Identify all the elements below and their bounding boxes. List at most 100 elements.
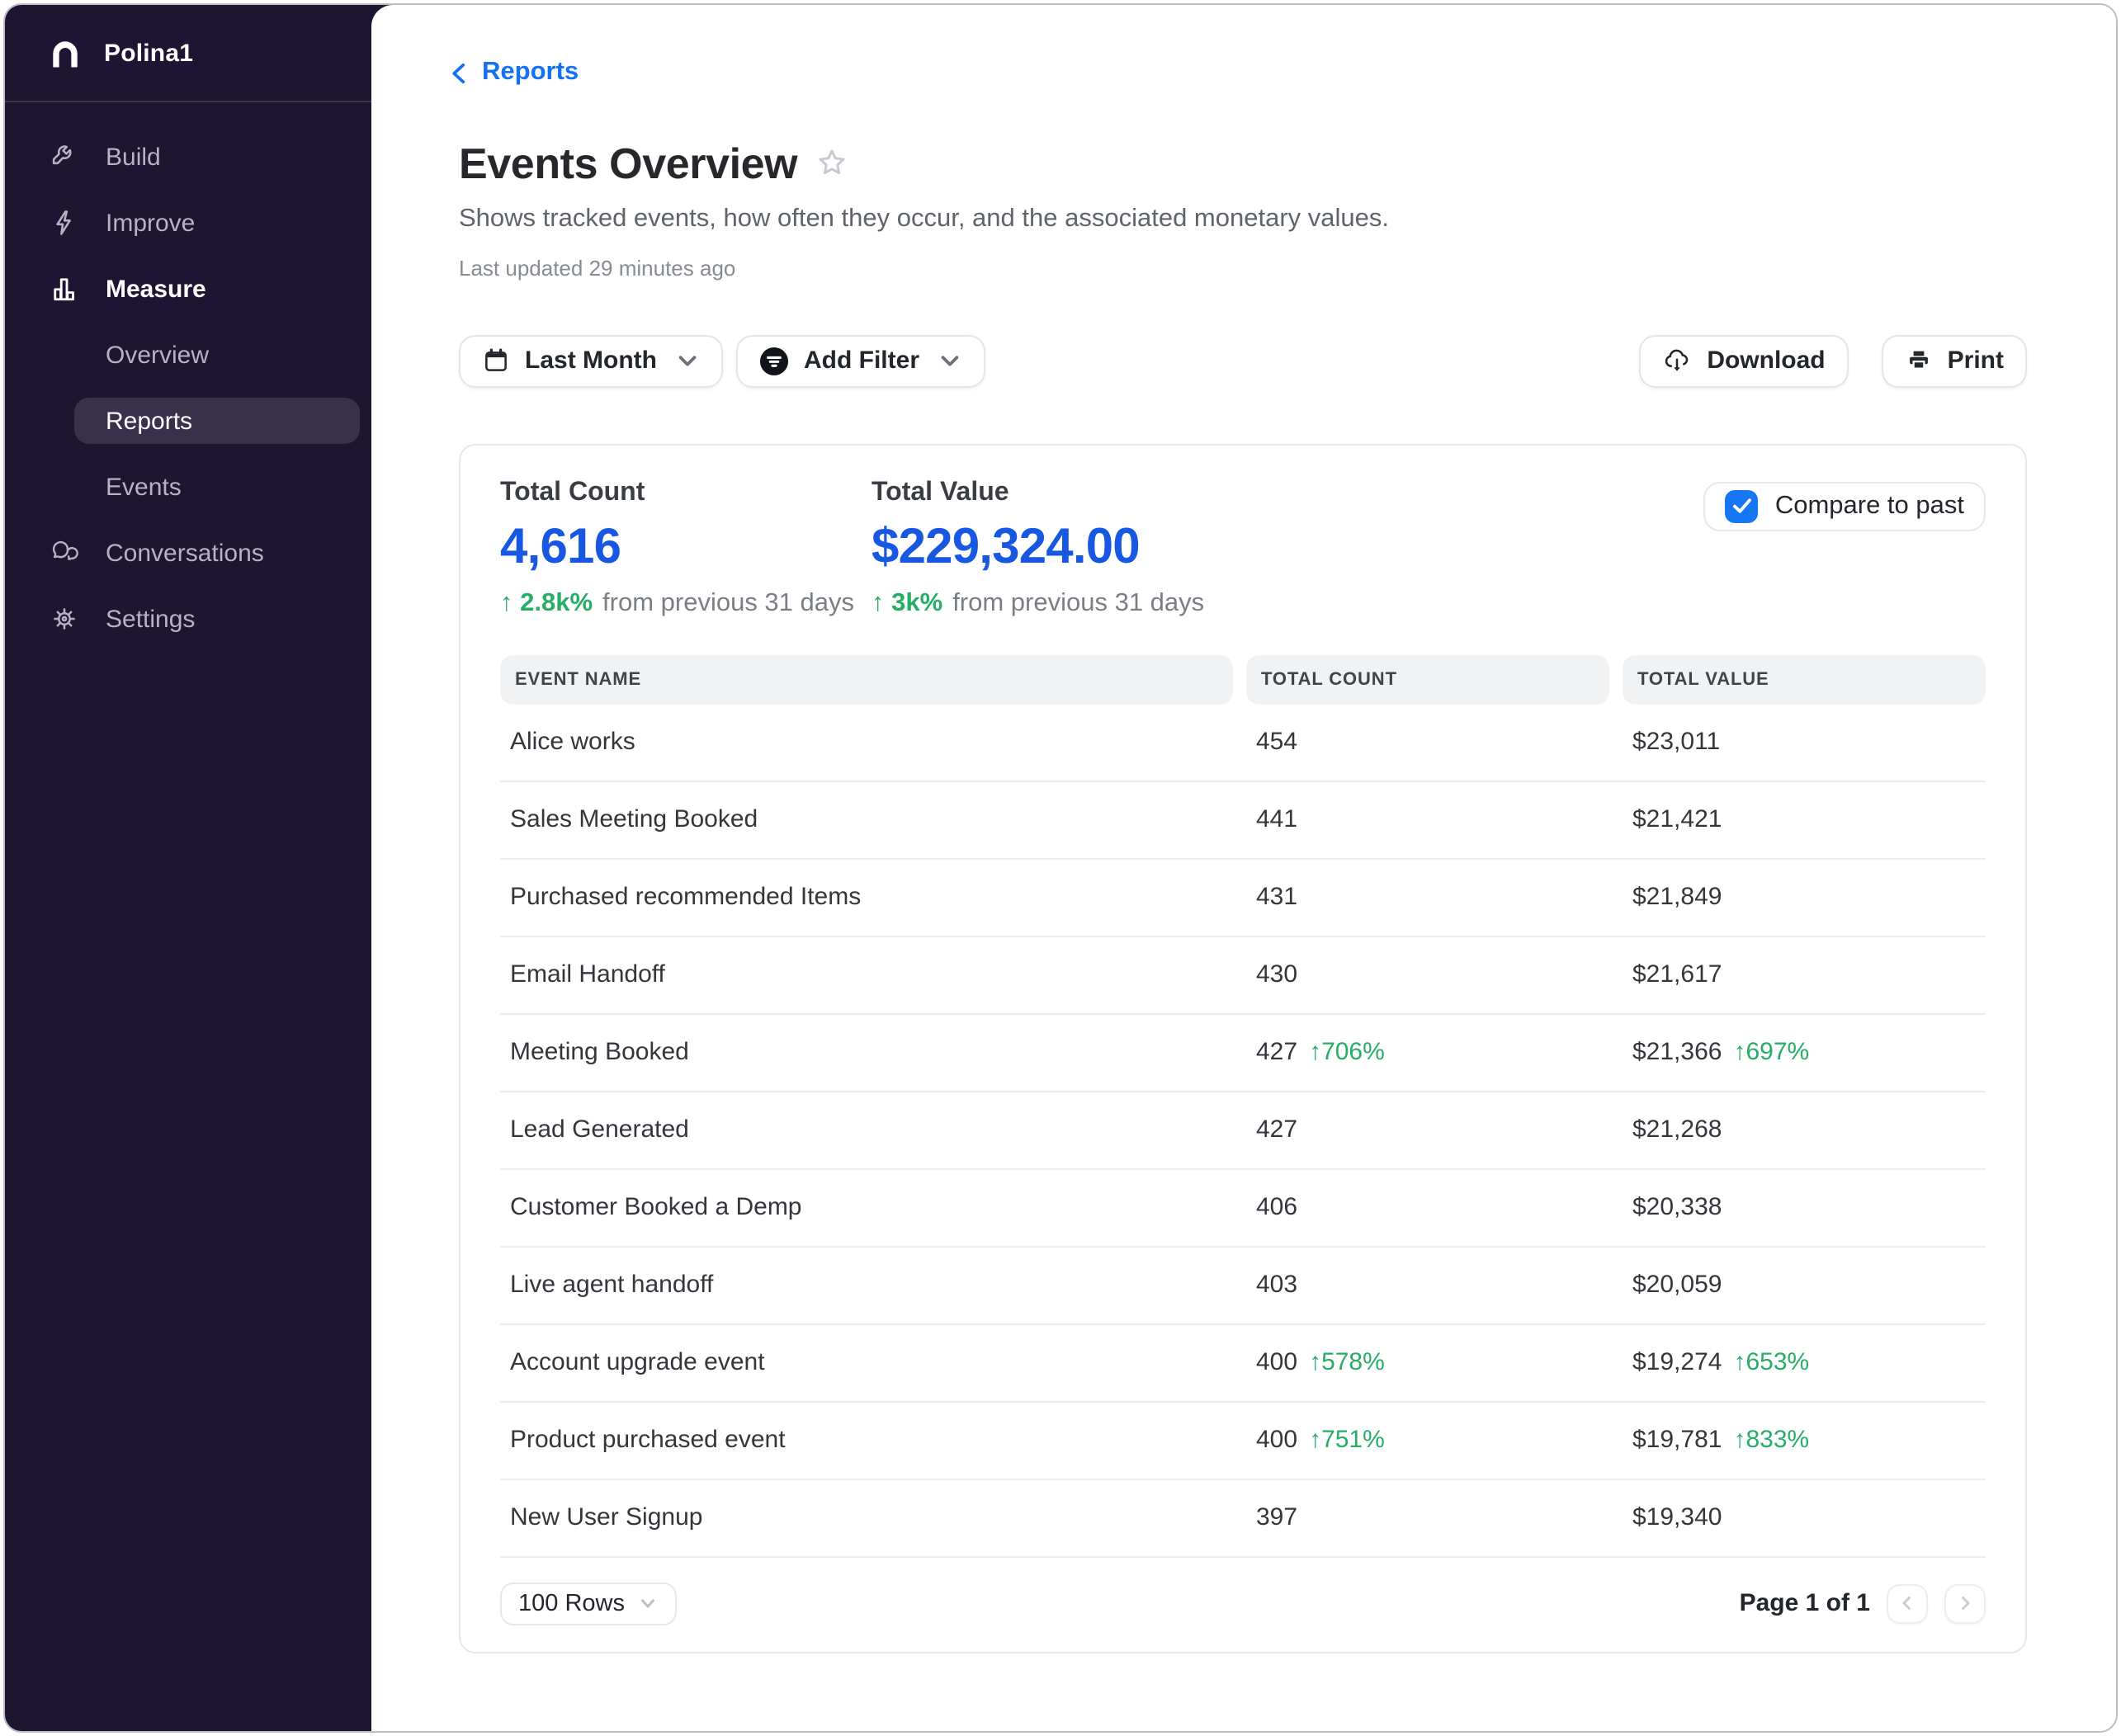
table-row[interactable]: Product purchased event 400 ↑751% $19,781… — [500, 1402, 1986, 1479]
sidebar-item-improve[interactable]: Improve — [5, 190, 371, 256]
total-count-cell: 431 — [1256, 883, 1298, 911]
total-value-cell: $21,421 — [1632, 805, 1722, 833]
printer-icon — [1905, 347, 1933, 375]
compare-to-past-toggle[interactable]: Compare to past — [1703, 481, 1986, 531]
total-count-cell: 406 — [1256, 1193, 1298, 1221]
stat-delta: ↑ 2.8k% from previous 31 days — [500, 588, 855, 616]
page-indicator: Page 1 of 1 — [1739, 1589, 1870, 1617]
chevron-down-icon — [938, 348, 962, 373]
event-name-cell: Product purchased event — [510, 1426, 786, 1454]
page-description: Shows tracked events, how often they occ… — [459, 204, 1389, 232]
sidebar-item-reports[interactable]: Reports — [5, 388, 371, 454]
star-icon[interactable] — [814, 145, 850, 182]
sidebar-item-label: Reports — [106, 407, 193, 435]
total-value-cell: $19,340 — [1632, 1503, 1722, 1531]
checkbox-checked-icon[interactable] — [1725, 489, 1759, 522]
table-row[interactable]: Purchased recommended Items 431 $21,849 — [500, 859, 1986, 936]
total-value-cell: $20,338 — [1632, 1193, 1722, 1221]
sidebar: Polina1 Build Improve Measure — [5, 5, 371, 1731]
sidebar-item-conversations[interactable]: Conversations — [5, 520, 371, 586]
filter-icon — [759, 346, 789, 375]
total-count-cell: 427 — [1256, 1116, 1298, 1144]
total-count-cell: 430 — [1256, 960, 1298, 988]
chat-bubbles-icon — [50, 538, 79, 568]
event-name-cell: Lead Generated — [510, 1116, 689, 1144]
event-name-cell: Account upgrade event — [510, 1348, 765, 1376]
workspace-header[interactable]: Polina1 — [5, 5, 371, 102]
stat-label: Total Value — [872, 478, 1009, 506]
chevron-right-icon — [1962, 1597, 1970, 1610]
calendar-icon — [482, 347, 510, 375]
toolbar: Last Month Add Filter — [459, 334, 2027, 387]
table-row[interactable]: Email Handoff 430 $21,617 — [500, 936, 1986, 1014]
column-header-total-count[interactable]: TOTAL COUNT — [1246, 654, 1609, 704]
column-header-event-name[interactable]: EVENT NAME — [500, 654, 1233, 704]
table-row[interactable]: Sales Meeting Booked 441 $21,421 — [500, 781, 1986, 859]
total-value-cell: $21,617 — [1632, 960, 1722, 988]
sidebar-item-label: Build — [106, 143, 161, 171]
add-filter-button[interactable]: Add Filter — [736, 334, 985, 387]
sidebar-item-overview[interactable]: Overview — [5, 322, 371, 388]
sidebar-item-events[interactable]: Events — [5, 454, 371, 520]
stat-label: Total Count — [500, 478, 645, 506]
chevron-left-icon — [446, 59, 474, 87]
table-footer: 100 Rows Page 1 of 1 — [500, 1582, 1986, 1625]
total-value-cell: $21,366 ↑697% — [1632, 1038, 1810, 1066]
sidebar-item-build[interactable]: Build — [5, 124, 371, 190]
table-row[interactable]: Live agent handoff 403 $20,059 — [500, 1247, 1986, 1324]
chevron-down-icon — [675, 348, 700, 373]
workspace-name: Polina1 — [104, 39, 194, 67]
table-body: Alice works 454 $23,011 Sales Meeting Bo… — [500, 704, 1986, 1557]
value-delta: ↑833% — [1733, 1426, 1810, 1454]
table-header: EVENT NAME TOTAL COUNT TOTAL VALUE — [500, 654, 1986, 704]
event-name-cell: Email Handoff — [510, 960, 665, 988]
events-report-card: Total Count 4,616 ↑ 2.8k% from previous 3… — [459, 443, 2027, 1653]
event-name-cell: Sales Meeting Booked — [510, 805, 758, 833]
ada-logo — [48, 35, 83, 70]
count-delta: ↑751% — [1309, 1426, 1385, 1454]
back-to-reports-link[interactable]: Reports — [442, 58, 579, 87]
rows-per-page-button[interactable]: 100 Rows — [500, 1582, 678, 1625]
value-delta: ↑697% — [1733, 1038, 1810, 1066]
event-name-cell: Meeting Booked — [510, 1038, 689, 1066]
total-value-cell: $21,849 — [1632, 883, 1722, 911]
app-window: Polina1 Build Improve Measure — [3, 3, 2118, 1733]
chevron-down-icon — [638, 1592, 659, 1614]
column-header-total-value[interactable]: TOTAL VALUE — [1623, 654, 1986, 704]
count-delta: ↑706% — [1309, 1038, 1385, 1066]
table-row[interactable]: Account upgrade event 400 ↑578% $19,274 ↑6… — [500, 1324, 1986, 1402]
page-title: Events Overview — [459, 138, 798, 187]
total-value-stat: Total Value $229,324.00 ↑ 3k% from previo… — [872, 478, 1243, 618]
sidebar-item-label: Overview — [106, 341, 210, 369]
sidebar-item-settings[interactable]: Settings — [5, 586, 371, 652]
count-delta: ↑578% — [1309, 1348, 1385, 1376]
stat-delta: ↑ 3k% from previous 31 days — [872, 588, 1205, 616]
stat-value: $229,324.00 — [872, 519, 1141, 573]
total-count-cell: 454 — [1256, 728, 1298, 756]
sidebar-item-label: Conversations — [106, 539, 264, 567]
lightning-icon — [50, 208, 79, 238]
table-row[interactable]: Lead Generated 427 $21,268 — [500, 1092, 1986, 1169]
value-delta: ↑653% — [1733, 1348, 1810, 1376]
sidebar-item-measure[interactable]: Measure — [5, 256, 371, 322]
total-count-cell: 400 ↑751% — [1256, 1426, 1385, 1454]
print-button[interactable]: Print — [1881, 334, 2027, 387]
sidebar-nav: Build Improve Measure Overview Reports — [5, 102, 371, 652]
download-button[interactable]: Download — [1639, 334, 1849, 387]
next-page-button[interactable] — [1944, 1583, 1986, 1623]
table-row[interactable]: Customer Booked a Demp 406 $20,338 — [500, 1169, 1986, 1247]
total-value-cell: $21,268 — [1632, 1116, 1722, 1144]
sheet-corner — [371, 5, 401, 35]
compare-label: Compare to past — [1774, 491, 1964, 519]
previous-page-button[interactable] — [1887, 1583, 1928, 1623]
table-row[interactable]: Meeting Booked 427 ↑706% $21,366 ↑697% — [500, 1014, 1986, 1092]
table-row[interactable]: Alice works 454 $23,011 — [500, 704, 1986, 781]
bar-chart-icon — [50, 274, 79, 304]
event-name-cell: Live agent handoff — [510, 1271, 714, 1299]
sidebar-item-label: Measure — [106, 275, 206, 303]
sidebar-item-label: Events — [106, 473, 182, 501]
total-count-cell: 441 — [1256, 805, 1298, 833]
date-range-button[interactable]: Last Month — [459, 334, 723, 387]
table-row[interactable]: New User Signup 397 $19,340 — [500, 1479, 1986, 1557]
total-value-cell: $19,781 ↑833% — [1632, 1426, 1810, 1454]
